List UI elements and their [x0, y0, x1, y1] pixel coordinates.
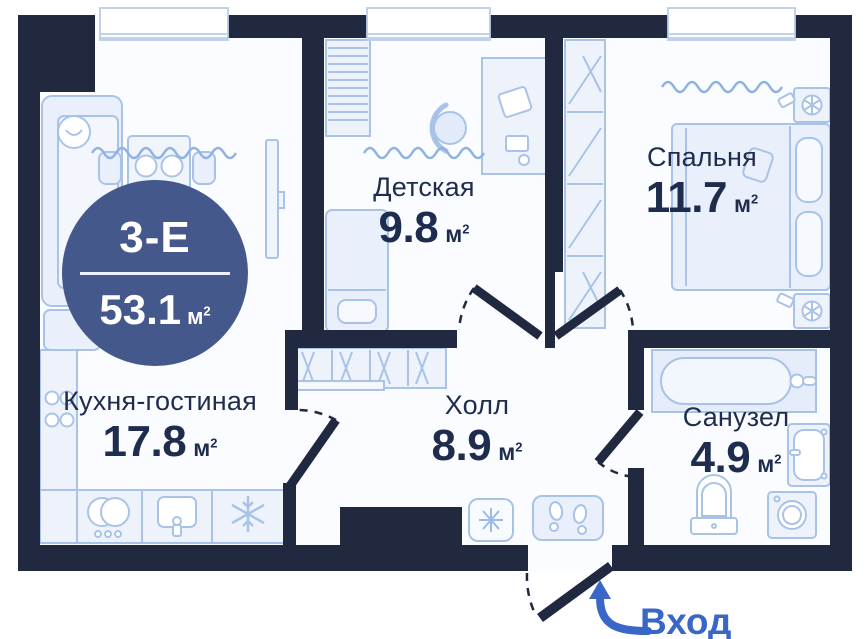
doors [286, 284, 644, 623]
snowflake-icon [231, 496, 265, 532]
room-label-children: Детская 9.8 м2 [373, 172, 474, 251]
windows [99, 7, 796, 41]
door-kitchen [286, 408, 340, 489]
room-name: Кухня-гостиная [63, 386, 257, 416]
window-children [366, 7, 491, 41]
door-bedroom [553, 286, 635, 340]
badge-divider [80, 271, 230, 275]
window-bedroom [667, 7, 796, 41]
room-label-kitchen-living: Кухня-гостиная 17.8 м2 [63, 386, 257, 465]
room-name: Детская [373, 172, 475, 202]
radiators [90, 80, 784, 160]
apartment-type-badge: 3-Е 53.1 м2 [62, 180, 248, 366]
total-area-number: 53.1 [99, 285, 182, 333]
toilet [690, 474, 738, 535]
apartment-type: 3-Е [119, 212, 191, 262]
sparkle-icon [468, 498, 514, 542]
bedroom-bed [671, 123, 831, 291]
curved-arrow-up-icon [589, 580, 652, 635]
sink [157, 496, 197, 537]
furniture-layer [39, 39, 831, 544]
entrance-label: Вход [640, 601, 732, 639]
bathroom-cabinet [787, 423, 831, 487]
tv [265, 139, 285, 259]
room-area: 9.8 м2 [378, 203, 470, 252]
room-name: Холл [444, 390, 510, 420]
window-kitchen [99, 7, 229, 41]
stove [44, 390, 75, 428]
room-label-bedroom: Спальня 11.7 м2 [646, 142, 758, 221]
entrance-door [525, 561, 614, 623]
desk [481, 57, 547, 175]
bathtub [651, 349, 817, 413]
door-bathroom [594, 409, 644, 479]
nightstand-bottom [776, 292, 831, 329]
room-area: 8.9 м2 [431, 421, 523, 470]
footprints-icon [532, 495, 604, 541]
walls [18, 15, 852, 571]
room-name: Спальня [647, 142, 757, 172]
room-area: 4.9 м2 [690, 433, 782, 482]
child-bed [325, 209, 389, 333]
room-label-bathroom: Санузел 4.9 м2 [683, 402, 790, 481]
room-area: 11.7 м2 [645, 173, 759, 222]
total-area: 53.1 м2 [99, 286, 210, 334]
room-area: 17.8 м2 [102, 417, 218, 466]
washing-machine [767, 491, 817, 539]
hall-closet [293, 347, 447, 391]
room-name: Санузел [682, 402, 790, 432]
door-children [457, 284, 543, 340]
room-label-hall: Холл 8.9 м2 [432, 390, 523, 469]
bookshelf [325, 39, 371, 137]
total-area-unit: м2 [187, 303, 211, 329]
dishes [87, 497, 130, 538]
bedroom-wardrobe [564, 39, 606, 329]
